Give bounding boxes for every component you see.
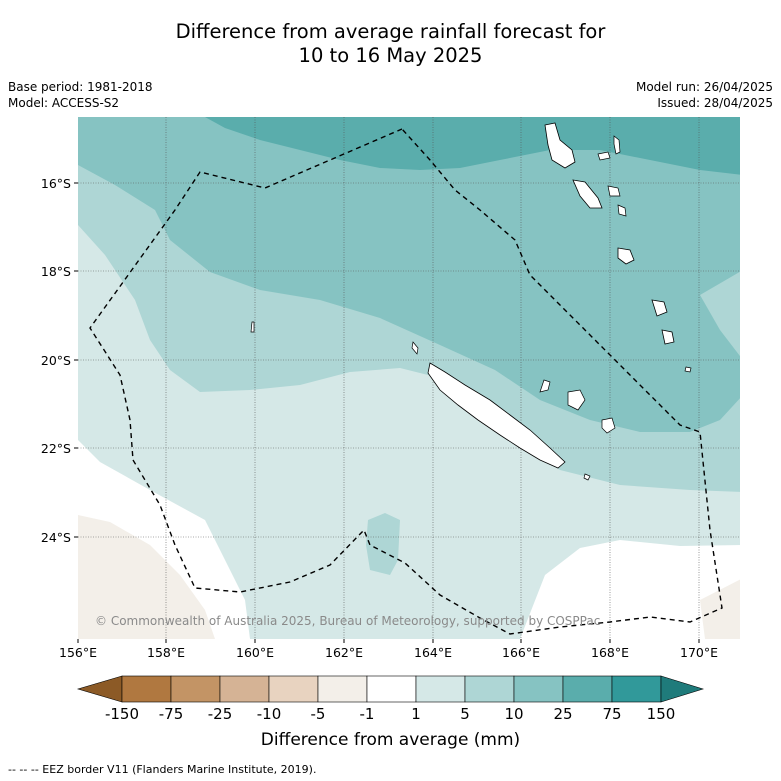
colorbar-tick-label: -25 <box>207 705 233 723</box>
lifou-island <box>567 389 586 411</box>
contour-neutral <box>78 440 743 639</box>
lon-label-160e: 160°E <box>235 645 275 660</box>
contour-5-10-patch <box>366 513 400 575</box>
lat-label-16s: 16°S <box>40 176 71 191</box>
colorbar-tick-label: -75 <box>158 705 184 723</box>
lon-label-158e: 158°E <box>146 645 186 660</box>
map-title-line2: 10 to 16 May 2025 <box>298 44 483 67</box>
colorbar-swatch <box>513 675 564 703</box>
issued-date: Issued: 28/04/2025 <box>657 96 773 110</box>
contour-25-75 <box>205 117 743 175</box>
efate-island <box>617 247 635 265</box>
colorbar-tick-label: 25 <box>553 705 573 723</box>
ambrym-island <box>607 185 621 197</box>
ouvea-island <box>539 379 551 393</box>
tanna-island <box>661 329 675 345</box>
malekula-island <box>572 179 603 209</box>
isle-of-pines <box>583 473 591 481</box>
colorbar-swatch <box>562 675 613 703</box>
colorbar <box>76 675 705 703</box>
erromango-island <box>651 299 668 317</box>
model-run-date: Model run: 26/04/2025 <box>635 80 773 94</box>
colorbar-tick-label: 75 <box>602 705 622 723</box>
maewo-island <box>597 151 611 161</box>
lat-label-24s: 24°S <box>40 530 71 545</box>
colorbar-tick-label: 150 <box>646 705 676 723</box>
model-name: Model: ACCESS-S2 <box>8 96 120 110</box>
epi-island <box>617 204 627 217</box>
colorbar-swatch <box>268 675 319 703</box>
pentecost-island <box>613 135 621 155</box>
lon-label-166e: 166°E <box>501 645 541 660</box>
lon-label-156e: 156°E <box>58 645 98 660</box>
belep-islands <box>411 341 419 355</box>
lon-ticks <box>77 639 700 643</box>
lat-label-18s: 18°S <box>40 264 71 279</box>
colorbar-title: Difference from average (mm) <box>260 730 521 750</box>
colorbar-swatch <box>366 675 417 703</box>
base-period: Base period: 1981-2018 <box>8 80 153 94</box>
colorbar-tick-label: -150 <box>104 705 140 723</box>
copyright-notice: © Commonwealth of Australia 2025, Bureau… <box>95 614 601 628</box>
colorbar-tick-label: 10 <box>504 705 524 723</box>
lat-label-22s: 22°S <box>40 441 71 456</box>
colorbar-swatch <box>611 675 662 703</box>
lon-label-162e: 162°E <box>324 645 364 660</box>
colorbar-tick-label: -5 <box>310 705 326 723</box>
rainfall-contours <box>78 117 743 639</box>
colorbar-tick-label: 5 <box>460 705 470 723</box>
colorbar-tick-label: -1 <box>359 705 375 723</box>
colorbar-extend-low <box>76 675 123 703</box>
contour-10-25 <box>78 117 743 432</box>
map-edge-strip <box>740 117 743 639</box>
mare-island <box>601 417 616 434</box>
colorbar-swatch <box>464 675 515 703</box>
eez-border <box>89 128 723 635</box>
colorbar-tick-label: -10 <box>256 705 282 723</box>
colorbar-tick-label: 1 <box>411 705 421 723</box>
lon-label-168e: 168°E <box>590 645 630 660</box>
contour-dry-sw <box>78 515 215 639</box>
colorbar-extend-high <box>660 675 705 703</box>
colorbar-swatch <box>219 675 270 703</box>
colorbar-swatch <box>170 675 221 703</box>
eez-legend-note: -- -- -- EEZ border V11 (Flanders Marine… <box>8 763 317 776</box>
colorbar-swatch <box>415 675 466 703</box>
colorbar-swatch <box>121 675 172 703</box>
latitude-gridlines <box>78 182 743 538</box>
colorbar-swatch <box>317 675 368 703</box>
lat-ticks <box>74 182 78 538</box>
aneityum-island <box>684 366 692 373</box>
espiritu-santo-island <box>544 122 576 169</box>
lon-label-170e: 170°E <box>679 645 719 660</box>
lon-label-164e: 164°E <box>413 645 453 660</box>
lat-label-20s: 20°S <box>40 353 71 368</box>
chesterfield-islet <box>250 321 255 333</box>
new-caledonia-island <box>427 362 566 469</box>
map-title-line1: Difference from average rainfall forecas… <box>175 20 606 43</box>
